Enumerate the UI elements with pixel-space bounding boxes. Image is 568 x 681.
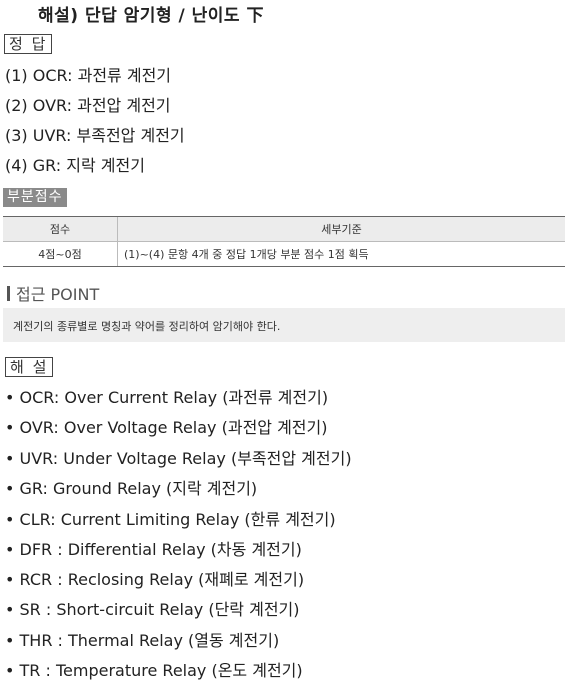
answer-section-label: 정 답 [4,34,53,54]
column-header-criteria: 세부기준 [117,216,565,242]
point-box: 계전기의 종류별로 명칭과 약어를 정리하여 암기해야 한다. [3,308,565,342]
explanation-item: • THR : Thermal Relay (열동 계전기) [5,631,280,650]
explanation-item: • UVR: Under Voltage Relay (부족전압 계전기) [5,449,352,468]
table-cell-criteria: (1)~(4) 문항 4개 중 정답 1개당 부분 점수 1점 획득 [117,241,565,267]
point-marker-bar [7,286,10,301]
point-heading-wrap: 접근 POINT [7,281,99,305]
column-header-score: 점수 [3,216,118,242]
partial-score-table: 점수 세부기준 4점~0점 (1)~(4) 문항 4개 중 정답 1개당 부분 … [3,216,565,267]
explanation-item: • OVR: Over Voltage Relay (과전압 계전기) [5,418,328,437]
explanation-item: • DFR : Differential Relay (차동 계전기) [5,540,302,559]
partial-score-label: 부분점수 [3,188,67,207]
explanation-item: • CLR: Current Limiting Relay (한류 계전기) [5,510,336,529]
page-title: 해설) 단답 암기형 / 난이도 下 [38,6,264,26]
explanation-item: • SR : Short-circuit Relay (단락 계전기) [5,600,300,619]
answer-line: (3) UVR: 부족전압 계전기 [5,126,185,145]
answer-line: (1) OCR: 과전류 계전기 [5,66,172,85]
answer-line: (4) GR: 지락 계전기 [5,156,145,175]
explanation-item: • RCR : Reclosing Relay (재폐로 계전기) [5,570,305,589]
explanation-label: 해 설 [5,357,54,377]
table-row: 4점~0점 (1)~(4) 문항 4개 중 정답 1개당 부분 점수 1점 획득 [3,241,565,267]
explanation-item: • OCR: Over Current Relay (과전류 계전기) [5,388,329,407]
table-header-row: 점수 세부기준 [3,216,565,242]
point-text: 계전기의 종류별로 명칭과 약어를 정리하여 암기해야 한다. [13,320,281,333]
table-cell-score: 4점~0점 [3,241,118,267]
explanation-item: • GR: Ground Relay (지락 계전기) [5,479,258,498]
explanation-label-box: 해 설 [5,357,54,377]
answer-section-label-box: 정 답 [4,34,53,54]
answer-line: (2) OVR: 과전압 계전기 [5,96,171,115]
explanation-item: • TR : Temperature Relay (온도 계전기) [5,661,303,680]
point-heading: 접근 POINT [16,285,100,304]
